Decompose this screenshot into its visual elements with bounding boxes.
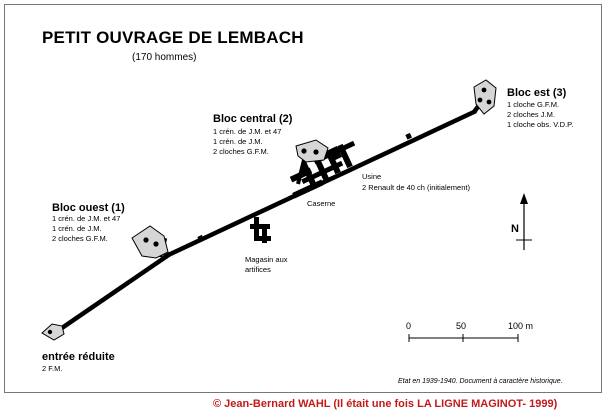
page-title: PETIT OUVRAGE DE LEMBACH <box>42 28 304 47</box>
usine-detail: 2 Renault de 40 ch (initialement) <box>362 183 470 192</box>
bloc-est-line: 1 cloche obs. V.D.P. <box>507 120 574 129</box>
bloc-ouest-shape <box>131 225 169 259</box>
bloc-ouest-title: Bloc ouest (1) <box>52 202 125 214</box>
magasin-artifices <box>250 217 271 243</box>
scale-bar <box>408 334 519 342</box>
bloc-central-line: 1 crén. de J.M. <box>213 137 263 146</box>
bloc-est-line: 1 cloche G.F.M. <box>507 100 560 109</box>
bloc-ouest-line: 2 cloches G.F.M. <box>52 234 108 243</box>
bloc-central-shape <box>295 139 329 163</box>
north-arrow <box>516 193 532 250</box>
entree-title: entrée réduite <box>42 351 115 363</box>
gallery-west-segment <box>57 252 172 332</box>
historical-note: Etat en 1939-1940. Document à caractère … <box>398 378 563 385</box>
scale-label-50: 50 <box>456 321 467 331</box>
bloc-central-line: 1 crén. de J.M. et 47 <box>213 127 282 136</box>
entree-reduite-shape <box>41 323 65 341</box>
copyright-line: © Jean-Bernard WAHL (Il était une fois L… <box>213 398 558 410</box>
page-subtitle: (170 hommes) <box>132 52 197 63</box>
bloc-central-line: 2 cloches G.F.M. <box>213 147 269 156</box>
gallery-notch <box>197 234 204 242</box>
bloc-ouest-line: 1 crén. de J.M. <box>52 224 102 233</box>
diagram-frame <box>4 4 602 393</box>
north-label: N <box>511 223 519 235</box>
bloc-est-line: 2 cloches J.M. <box>507 110 555 119</box>
magasin-label-line2: artifices <box>245 265 271 274</box>
bloc-ouest-line: 1 crén. de J.M. et 47 <box>52 214 121 223</box>
gallery-notch <box>405 132 412 140</box>
scale-label-100: 100 m <box>508 321 534 331</box>
scale-label-0: 0 <box>406 321 412 331</box>
usine-label: Usine <box>362 172 382 181</box>
entree-line: 2 F.M. <box>42 364 63 373</box>
bloc-central-title: Bloc central (2) <box>213 113 293 125</box>
bloc-est-shape <box>473 79 497 115</box>
caserne-label: Caserne <box>307 199 336 208</box>
bloc-est-title: Bloc est (3) <box>507 87 567 99</box>
magasin-label-line1: Magasin aux <box>245 255 288 264</box>
